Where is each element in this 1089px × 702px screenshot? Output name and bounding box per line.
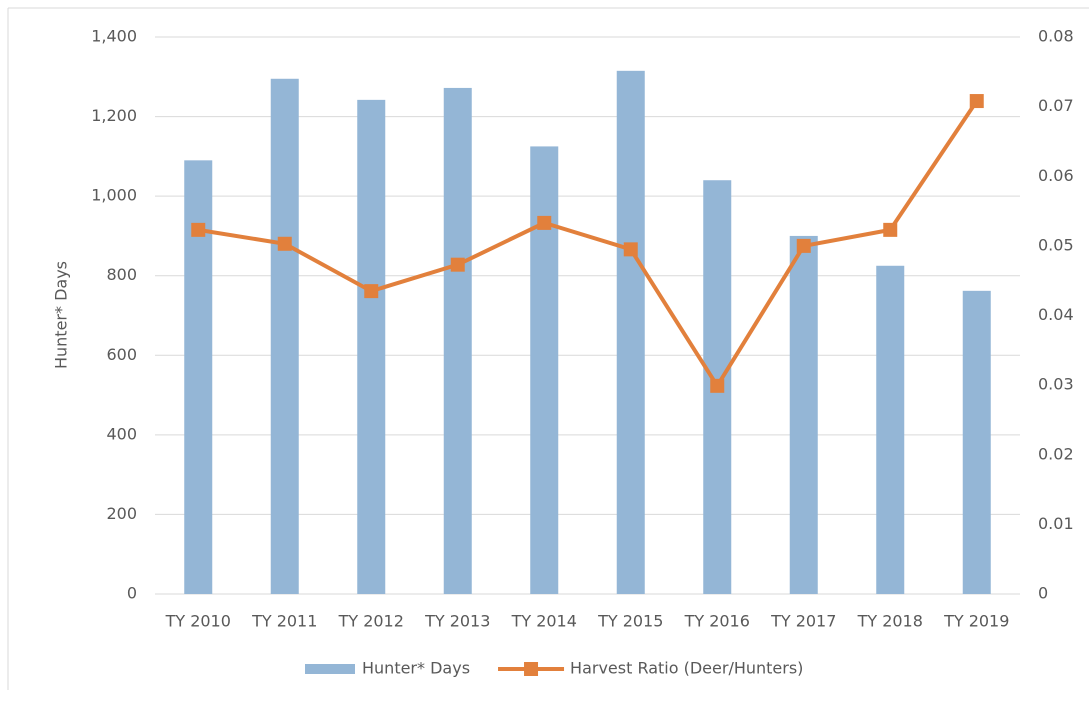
- x-tick-label: TY 2015: [597, 612, 663, 631]
- x-tick-label: TY 2011: [251, 612, 317, 631]
- x-tick-label: TY 2014: [511, 612, 577, 631]
- x-tick-label: TY 2016: [684, 612, 750, 631]
- bar: [530, 146, 559, 595]
- y-tick-label: 1,000: [91, 186, 137, 205]
- y-tick-label: 400: [106, 424, 137, 443]
- marker: [623, 242, 638, 257]
- y-axis-label: Hunter* Days: [52, 261, 71, 369]
- marker: [796, 238, 811, 253]
- marker: [710, 378, 725, 393]
- marker: [883, 222, 898, 237]
- y-tick-label: 200: [106, 504, 137, 523]
- legend-label: Hunter* Days: [362, 659, 470, 678]
- bar: [357, 99, 386, 595]
- x-tick-label: TY 2017: [770, 612, 836, 631]
- marker: [364, 284, 379, 299]
- y-tick-label: 1,400: [91, 27, 137, 46]
- y-tick-label: 1,200: [91, 106, 137, 125]
- bar: [962, 290, 991, 594]
- y2-tick-label: 0.07: [1038, 96, 1074, 115]
- legend-marker: [524, 662, 539, 676]
- y2-tick-label: 0.08: [1038, 27, 1074, 46]
- y-tick-label: 0: [127, 584, 137, 603]
- y2-tick-label: 0.06: [1038, 166, 1074, 185]
- marker: [969, 94, 984, 109]
- y2-tick-label: 0.05: [1038, 235, 1074, 254]
- y-tick-label: 600: [106, 345, 137, 364]
- bar: [443, 87, 472, 594]
- x-tick-label: TY 2010: [165, 612, 231, 631]
- line: [197, 99, 979, 390]
- y2-tick-label: 0.04: [1038, 305, 1074, 324]
- bar: [270, 78, 299, 594]
- y2-tick-label: 0: [1038, 584, 1048, 603]
- bar: [789, 235, 818, 594]
- x-tick-label: TY 2013: [424, 612, 490, 631]
- y2-tick-label: 0.02: [1038, 444, 1074, 463]
- y2-tick-label: 0.01: [1038, 514, 1074, 533]
- bar: [876, 265, 905, 594]
- marker: [537, 215, 552, 230]
- y-tick-label: 800: [106, 265, 137, 284]
- legend-swatch: [305, 664, 355, 674]
- bar: [616, 70, 645, 594]
- marker: [191, 222, 206, 237]
- x-tick-label: TY 2012: [338, 612, 404, 631]
- legend-label: Harvest Ratio (Deer/Hunters): [570, 659, 803, 678]
- x-tick-label: TY 2019: [943, 612, 1009, 631]
- marker: [277, 236, 292, 251]
- x-tick-label: TY 2018: [857, 612, 923, 631]
- y2-tick-label: 0.03: [1038, 375, 1074, 394]
- marker: [450, 257, 465, 272]
